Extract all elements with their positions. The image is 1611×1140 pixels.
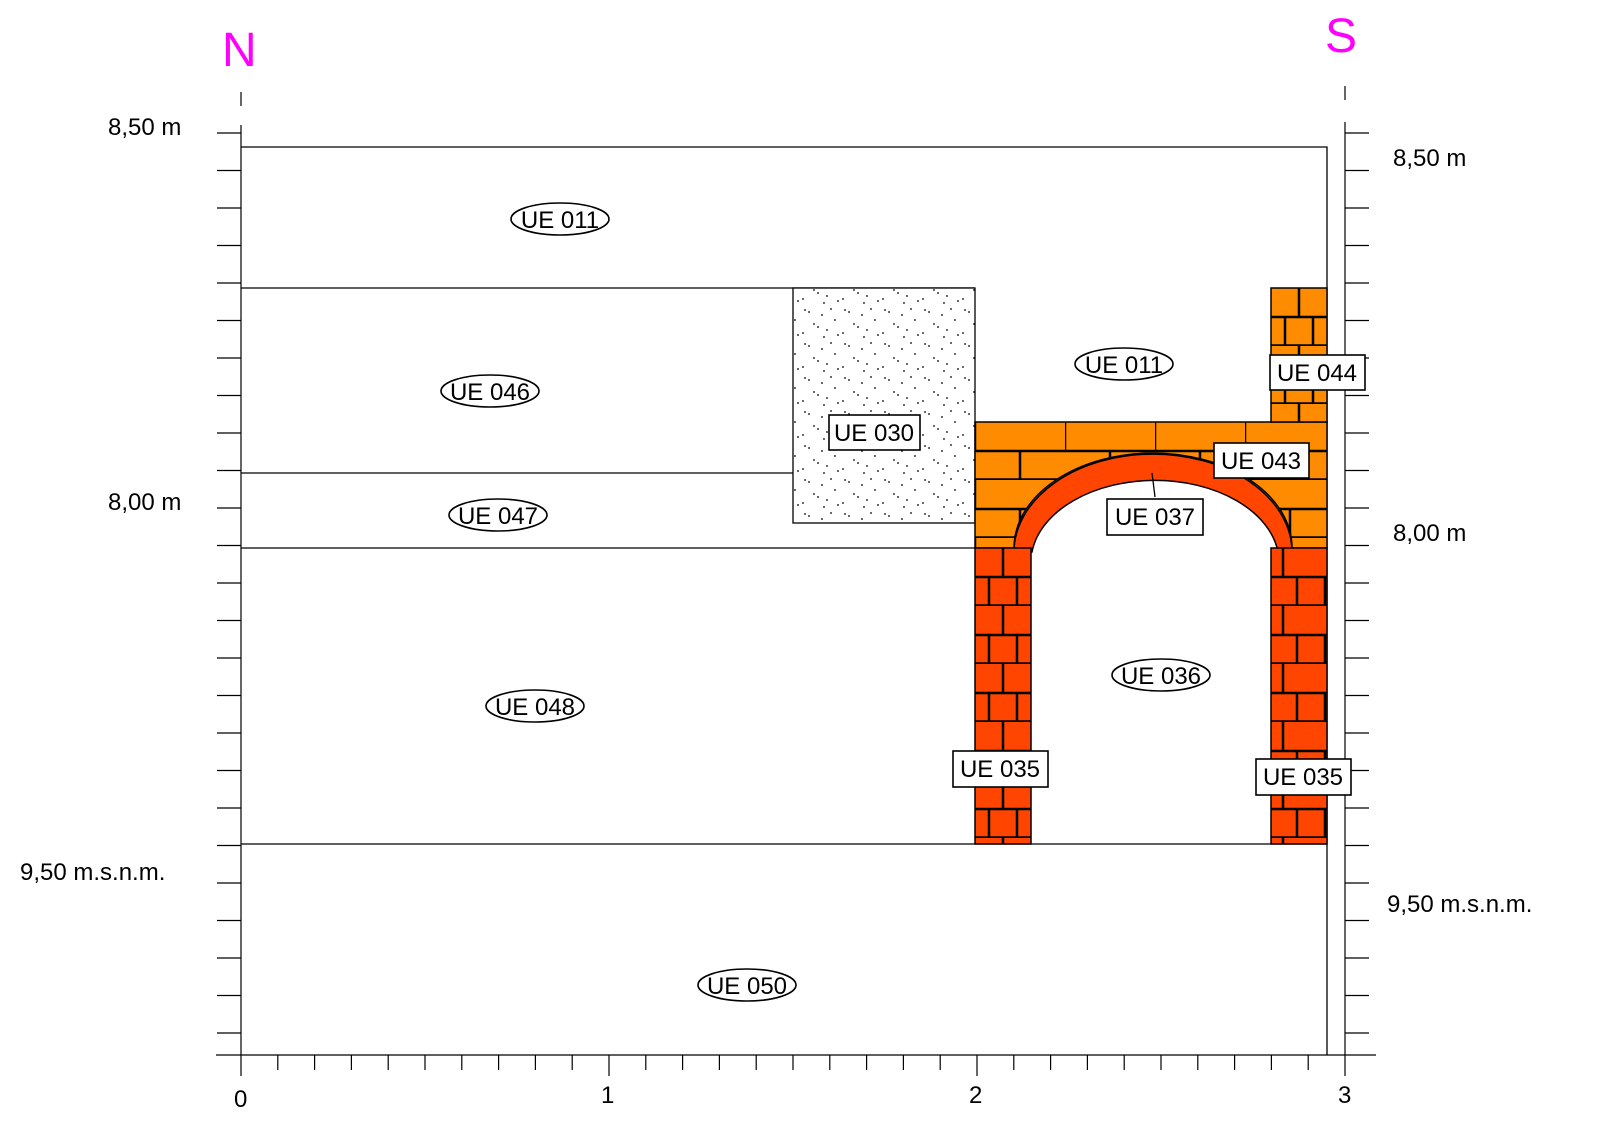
- lower-brick-pier-right: [1270, 547, 1328, 845]
- oval-label-ue046-text: UE 046: [450, 379, 530, 406]
- bottom-label-3: 3: [1338, 1082, 1351, 1109]
- box-label-ue030-text: UE 030: [834, 420, 914, 447]
- right-label-950: 9,50 m.s.n.m.: [1387, 891, 1532, 918]
- right-label-850: 8,50 m: [1393, 145, 1466, 172]
- oval-label-ue011-top-text: UE 011: [521, 207, 599, 234]
- box-label-ue035-left-text: UE 035: [960, 756, 1040, 783]
- oval-label-ue011-top: UE 011: [510, 202, 610, 236]
- right-scale: [1344, 86, 1369, 1055]
- oval-label-ue050-text: UE 050: [707, 973, 787, 1000]
- north-marker: N: [222, 24, 257, 77]
- left-label-850: 8,50 m: [108, 114, 181, 141]
- box-label-ue035-right: UE 035: [1255, 758, 1352, 796]
- layer-boundaries: [241, 146, 1328, 1055]
- lower-brick-pier-left: [974, 547, 1032, 845]
- oval-label-ue050: UE 050: [697, 968, 797, 1002]
- box-label-ue043-text: UE 043: [1221, 448, 1301, 475]
- box-label-ue037-text: UE 037: [1115, 504, 1195, 531]
- box-label-ue043: UE 043: [1213, 442, 1310, 479]
- oval-label-ue036: UE 036: [1111, 658, 1211, 692]
- leader-line: [1151, 472, 1156, 498]
- left-label-950: 9,50 m.s.n.m.: [20, 859, 165, 886]
- left-scale: [217, 92, 242, 1055]
- concrete-fill: [792, 287, 976, 524]
- oval-label-ue048: UE 048: [485, 689, 585, 723]
- bottom-label-1: 1: [601, 1082, 614, 1109]
- oval-label-ue046: UE 046: [440, 374, 540, 408]
- south-marker: S: [1325, 10, 1357, 63]
- oval-label-ue036-text: UE 036: [1121, 663, 1201, 690]
- left-label-800: 8,00 m: [108, 489, 181, 516]
- bottom-label-2: 2: [969, 1082, 982, 1109]
- box-label-ue035-left: UE 035: [952, 750, 1049, 788]
- oval-label-ue011-inner-text: UE 011: [1085, 352, 1163, 379]
- box-label-ue044-text: UE 044: [1277, 360, 1357, 387]
- right-label-800: 8,00 m: [1393, 520, 1466, 547]
- box-label-ue030: UE 030: [828, 414, 921, 451]
- bottom-label-0: 0: [234, 1086, 247, 1113]
- box-label-ue035-right-text: UE 035: [1263, 764, 1343, 791]
- oval-label-ue048-text: UE 048: [495, 694, 575, 721]
- box-label-ue044: UE 044: [1269, 354, 1366, 391]
- oval-label-ue011-inner: UE 011: [1074, 347, 1174, 381]
- box-label-ue037: UE 037: [1106, 498, 1204, 536]
- bottom-scale: [216, 1054, 1376, 1076]
- oval-label-ue047-text: UE 047: [458, 503, 538, 530]
- oval-label-ue047: UE 047: [448, 498, 548, 532]
